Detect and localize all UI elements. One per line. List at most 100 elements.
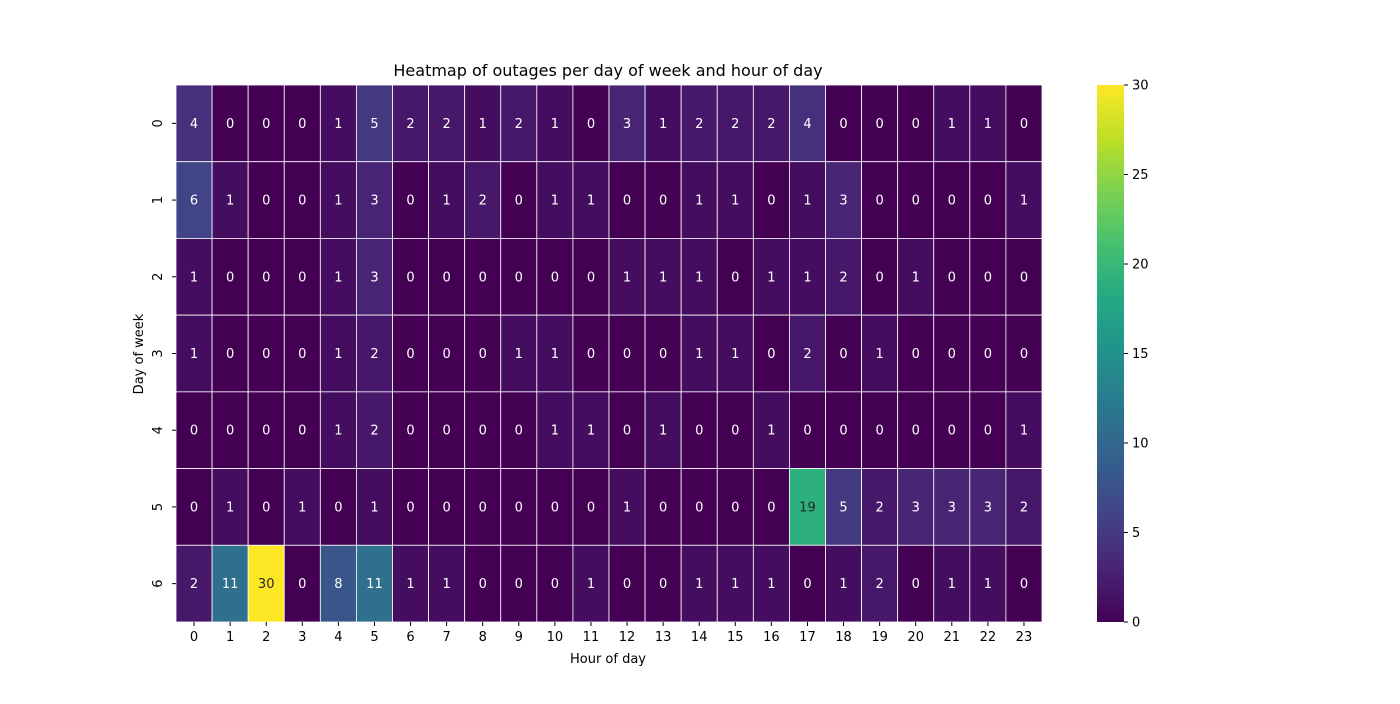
cell-value-label: 1 xyxy=(479,117,487,132)
cell-value-label: 2 xyxy=(1020,500,1028,515)
cell-value-label: 0 xyxy=(984,424,992,439)
cell-value-label: 2 xyxy=(190,577,198,592)
cell-value-label: 0 xyxy=(262,194,270,209)
cell-value-label: 1 xyxy=(334,270,342,285)
cell-value-label: 0 xyxy=(442,270,450,285)
heatmap-cell xyxy=(392,468,429,546)
cell-value-label: 11 xyxy=(366,577,383,592)
cell-value-label: 1 xyxy=(334,347,342,362)
cell-value-label: 0 xyxy=(767,500,775,515)
cell-value-label: 0 xyxy=(551,500,559,515)
cell-value-label: 4 xyxy=(190,117,198,132)
x-tick-label: 18 xyxy=(835,630,852,645)
cell-value-label: 0 xyxy=(515,577,523,592)
heatmap-cell xyxy=(897,84,935,163)
heatmap-cell xyxy=(644,84,682,163)
cell-value-label: 0 xyxy=(948,270,956,285)
cell-value-label: 0 xyxy=(226,270,234,285)
cell-value-label: 1 xyxy=(406,577,414,592)
heatmap-cell xyxy=(825,314,862,393)
cell-value-label: 1 xyxy=(948,577,956,592)
heatmap-cell xyxy=(1005,314,1043,393)
heatmap-cell xyxy=(247,161,285,239)
x-tick-label: 10 xyxy=(547,630,564,645)
cell-value-label: 0 xyxy=(298,194,306,209)
cell-value-label: 0 xyxy=(875,117,883,132)
heatmap-cell xyxy=(319,161,357,239)
cell-value-label: 3 xyxy=(623,117,631,132)
cell-value-label: 0 xyxy=(479,347,487,362)
heatmap-cell xyxy=(680,161,718,239)
cell-value-label: 0 xyxy=(767,194,775,209)
cell-value-label: 0 xyxy=(587,117,595,132)
cell-value-label: 0 xyxy=(406,424,414,439)
cell-value-label: 0 xyxy=(190,500,198,515)
heatmap-cell xyxy=(428,468,466,546)
cell-value-label: 1 xyxy=(298,500,306,515)
heatmap-cell xyxy=(175,314,213,393)
heatmap-cell xyxy=(933,84,971,163)
cell-value-label: 0 xyxy=(262,270,270,285)
heatmap-cell xyxy=(211,391,249,469)
cell-value-label: 11 xyxy=(222,577,239,592)
cell-value-label: 0 xyxy=(875,270,883,285)
heatmap-cell xyxy=(247,84,285,163)
cell-value-label: 0 xyxy=(406,270,414,285)
cell-value-label: 1 xyxy=(695,194,703,209)
cell-value-label: 1 xyxy=(1020,424,1028,439)
cell-value-label: 0 xyxy=(912,577,920,592)
cell-value-label: 1 xyxy=(551,194,559,209)
heatmap-cell xyxy=(175,544,213,623)
y-tick-label: 1 xyxy=(151,196,166,204)
cell-value-label: 0 xyxy=(298,424,306,439)
y-tick-label: 5 xyxy=(151,503,166,511)
x-tick-label: 3 xyxy=(298,630,306,645)
cell-value-label: 3 xyxy=(912,500,920,515)
heatmap-cell xyxy=(825,84,862,163)
heatmap-cell xyxy=(825,468,862,546)
cell-value-label: 0 xyxy=(1020,347,1028,362)
cell-value-label: 2 xyxy=(370,347,378,362)
heatmap-cell xyxy=(572,314,610,393)
cell-value-label: 0 xyxy=(587,270,595,285)
heatmap-cell xyxy=(356,544,393,623)
cell-value-label: 0 xyxy=(731,270,739,285)
cell-value-label: 2 xyxy=(839,270,847,285)
cell-value-label: 0 xyxy=(912,117,920,132)
cell-value-label: 1 xyxy=(623,270,631,285)
cell-value-label: 1 xyxy=(984,117,992,132)
heatmap-cell xyxy=(572,84,610,163)
y-tick-label: 0 xyxy=(151,119,166,127)
cell-value-label: 1 xyxy=(875,347,883,362)
cell-value-label: 1 xyxy=(515,347,523,362)
cell-value-label: 2 xyxy=(875,500,883,515)
heatmap-cell xyxy=(969,391,1007,469)
heatmap-cell xyxy=(608,161,646,239)
heatmap-cell xyxy=(933,544,971,623)
heatmap-cell xyxy=(969,314,1007,393)
chart-title: Heatmap of outages per day of week and h… xyxy=(393,61,822,80)
heatmap-cell xyxy=(752,544,790,623)
cell-value-label: 0 xyxy=(334,500,342,515)
heatmap-cell xyxy=(789,468,826,546)
cell-value-label: 0 xyxy=(406,500,414,515)
x-tick-label: 13 xyxy=(655,630,672,645)
heatmap-cell xyxy=(500,314,538,393)
x-tick-label: 12 xyxy=(619,630,636,645)
cell-value-label: 30 xyxy=(258,577,275,592)
heatmap-cell xyxy=(861,544,899,623)
heatmap-cell xyxy=(428,391,466,469)
heatmap-cell xyxy=(716,84,754,163)
cell-value-label: 1 xyxy=(731,194,739,209)
cell-value-label: 1 xyxy=(442,577,450,592)
heatmap-cell xyxy=(752,84,790,163)
cell-value-label: 0 xyxy=(226,117,234,132)
heatmap-cell xyxy=(283,468,321,546)
cell-value-label: 0 xyxy=(695,424,703,439)
heatmap-cell xyxy=(789,161,826,239)
x-tick-label: 16 xyxy=(763,630,780,645)
cell-value-label: 0 xyxy=(1020,117,1028,132)
heatmap-cell xyxy=(536,468,574,546)
cell-value-label: 2 xyxy=(442,117,450,132)
